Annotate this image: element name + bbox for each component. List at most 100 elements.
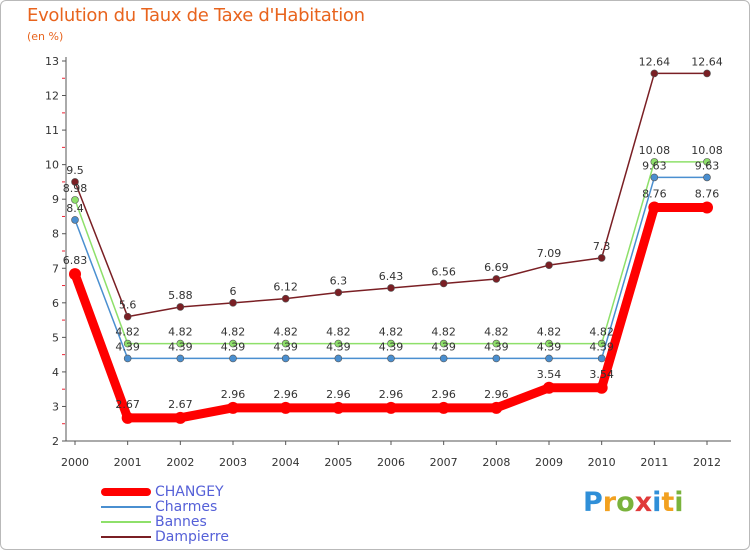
data-point-changey [648,201,661,214]
proxiti-logo: Proxiti [583,487,684,518]
data-label-charmes: 4.39 [484,340,509,353]
x-tick-label: 2011 [640,456,668,469]
data-label-changey: 3.54 [589,368,614,381]
data-point-bannes [123,339,132,348]
legend-label: Bannes [155,513,207,530]
data-point-bannes [229,339,237,348]
data-point-charmes [439,354,448,363]
y-tick-label: 4 [52,366,59,379]
data-point-changey [595,381,608,394]
x-tick-label: 2007 [430,456,458,469]
x-tick-label: 2010 [588,456,616,469]
legend-item-changey: CHANGEY [101,483,229,500]
data-point-changey [227,401,239,414]
data-label-bannes: 4.82 [273,326,298,339]
data-label-bannes: 10.08 [639,144,671,157]
data-point-dampierre [597,254,606,262]
data-label-dampierre: 6.43 [379,270,404,283]
legend-item-dampierre: Dampierre [101,528,229,545]
data-label-charmes: 4.39 [221,340,246,353]
x-tick-label: 2000 [61,456,89,469]
data-label-bannes: 4.82 [221,326,246,339]
data-point-dampierre [492,275,501,283]
data-point-dampierre [703,69,711,78]
data-label-bannes: 4.82 [589,326,614,339]
y-tick-label: 10 [45,159,59,172]
legend-swatch [101,487,151,496]
data-point-charmes [597,354,606,363]
data-label-charmes: 4.39 [589,340,614,353]
data-label-changey: 2.96 [273,388,298,401]
data-label-charmes: 4.39 [537,340,562,353]
legend-label: CHANGEY [155,483,224,500]
data-label-bannes: 4.82 [168,326,193,339]
data-point-changey [701,201,713,214]
chart-title: Evolution du Taux de Taxe d'Habitation [27,5,365,26]
data-label-changey: 8.76 [642,187,667,200]
data-point-charmes [229,354,237,363]
data-label-bannes: 4.82 [484,326,509,339]
data-label-charmes: 4.39 [273,340,298,353]
data-label-dampierre: 7.09 [537,247,562,260]
chart-legend: CHANGEY Charmes Bannes Dampierre [101,483,229,545]
legend-swatch [101,520,151,523]
logo-letter: r [602,487,617,518]
y-tick-label: 12 [45,90,59,103]
data-point-dampierre [387,284,395,292]
data-label-dampierre: 6.56 [431,265,456,278]
data-point-bannes [176,339,185,348]
x-tick-label: 2004 [272,456,300,469]
y-tick-label: 13 [45,55,59,68]
data-label-charmes: 4.39 [168,340,193,353]
data-label-dampierre: 6 [230,285,237,298]
data-label-changey: 3.54 [537,368,562,381]
data-label-bannes: 4.82 [379,326,404,339]
data-label-charmes: 4.39 [431,340,456,353]
data-point-charmes [650,173,659,182]
data-point-dampierre [334,288,343,297]
data-label-bannes: 10.08 [691,144,723,157]
data-label-changey: 8.76 [695,187,720,200]
data-label-charmes: 9.63 [695,159,720,172]
data-label-changey: 2.96 [326,388,351,401]
data-point-bannes [597,339,606,348]
data-point-bannes [439,339,448,348]
data-label-dampierre: 9.5 [66,164,84,177]
data-point-dampierre [545,261,553,269]
data-label-charmes: 4.39 [379,340,404,353]
data-point-changey [121,411,134,424]
x-tick-label: 2003 [219,456,247,469]
logo-letter: x [634,487,653,518]
data-point-charmes [492,354,501,363]
data-point-charmes [281,354,290,363]
legend-swatch [101,535,151,538]
x-tick-label: 2012 [693,456,721,469]
data-label-changey: 6.83 [63,254,88,267]
chart-subtitle: (en %) [27,30,64,43]
legend-label: Dampierre [155,528,229,545]
legend-item-charmes: Charmes [101,499,229,515]
data-point-changey [69,268,81,281]
legend-item-bannes: Bannes [101,513,229,530]
legend-swatch [101,505,151,508]
data-label-bannes: 4.82 [115,326,140,339]
data-label-bannes: 4.82 [537,326,562,339]
y-tick-label: 3 [52,400,59,413]
series-line-bannes [74,161,708,345]
data-label-changey: 2.96 [431,388,456,401]
data-point-dampierre [650,69,659,78]
data-label-changey: 2.96 [221,388,246,401]
data-point-bannes [387,339,395,348]
x-tick-label: 2001 [114,456,142,469]
data-label-changey: 2.96 [379,388,404,401]
x-tick-label: 2008 [482,456,510,469]
data-point-changey [279,401,292,414]
data-point-dampierre [229,299,237,307]
series-line-changey [70,202,712,423]
x-tick-label: 2002 [166,456,194,469]
data-label-dampierre: 12.64 [691,55,723,68]
data-label-changey: 2.67 [168,398,193,411]
data-label-charmes: 9.63 [642,159,667,172]
data-label-changey: 2.67 [115,398,140,411]
